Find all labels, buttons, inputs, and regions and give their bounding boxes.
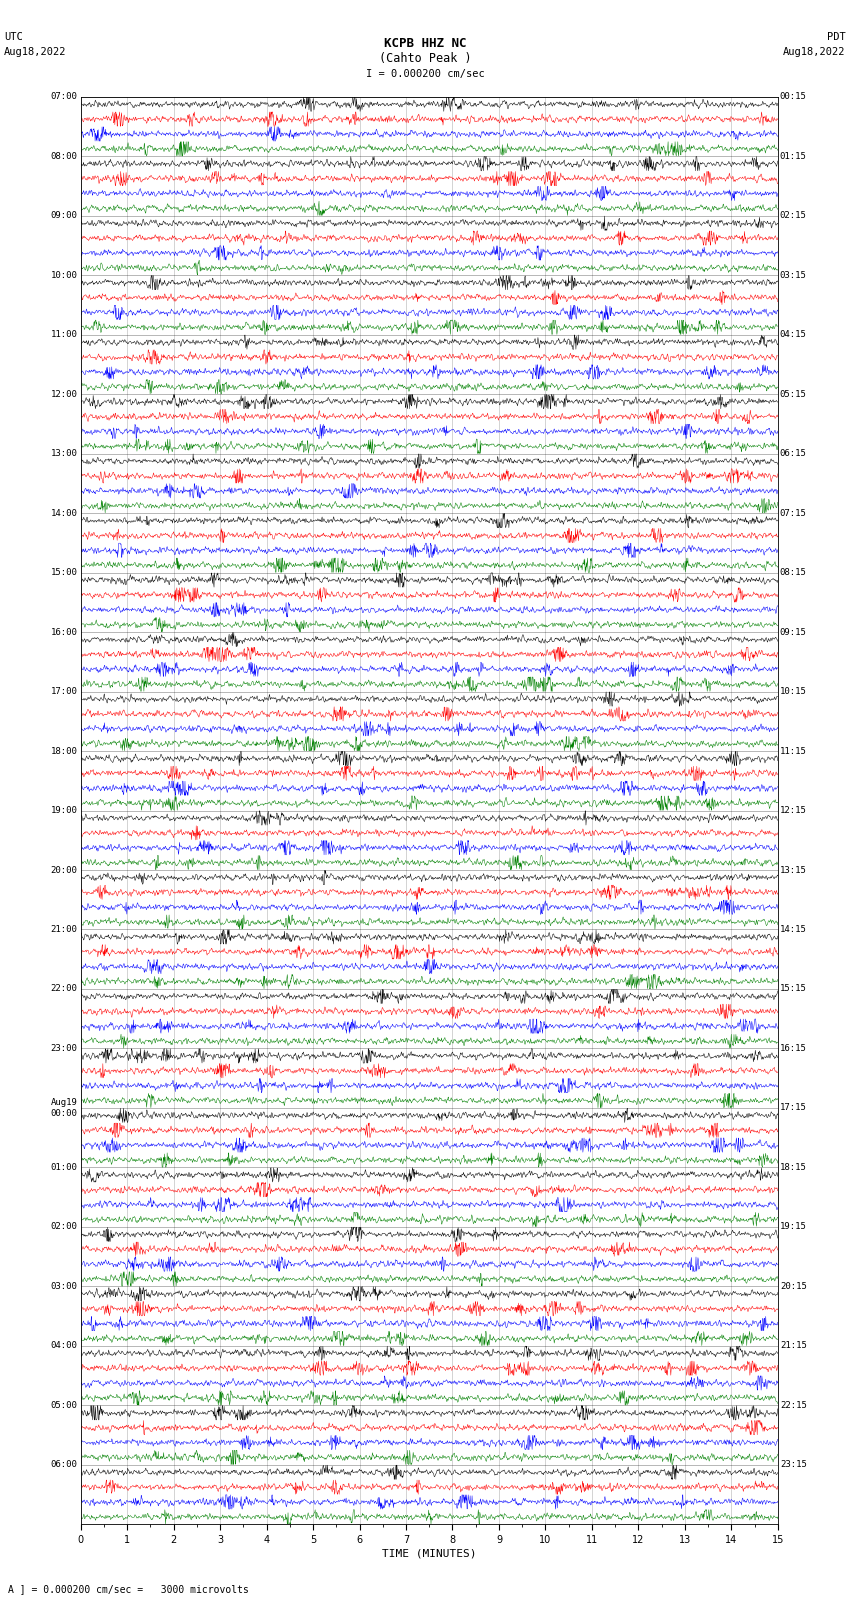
Text: 11:00: 11:00 bbox=[50, 331, 77, 339]
Text: 19:15: 19:15 bbox=[779, 1223, 807, 1231]
Text: 06:15: 06:15 bbox=[779, 448, 807, 458]
Text: 07:00: 07:00 bbox=[50, 92, 77, 102]
Text: Aug18,2022: Aug18,2022 bbox=[4, 47, 67, 56]
Text: 18:00: 18:00 bbox=[50, 747, 77, 755]
Text: Aug18,2022: Aug18,2022 bbox=[783, 47, 846, 56]
Text: 07:15: 07:15 bbox=[779, 508, 807, 518]
Text: 13:00: 13:00 bbox=[50, 448, 77, 458]
Text: 17:15: 17:15 bbox=[779, 1103, 807, 1113]
Text: 16:00: 16:00 bbox=[50, 627, 77, 637]
Text: KCPB HHZ NC: KCPB HHZ NC bbox=[383, 37, 467, 50]
Text: 14:15: 14:15 bbox=[779, 924, 807, 934]
Text: 02:00: 02:00 bbox=[50, 1223, 77, 1231]
Text: 10:15: 10:15 bbox=[779, 687, 807, 697]
Text: 01:15: 01:15 bbox=[779, 152, 807, 161]
Text: 23:00: 23:00 bbox=[50, 1044, 77, 1053]
Text: 12:00: 12:00 bbox=[50, 390, 77, 398]
Text: 11:15: 11:15 bbox=[779, 747, 807, 755]
Text: 15:15: 15:15 bbox=[779, 984, 807, 994]
Text: 04:00: 04:00 bbox=[50, 1342, 77, 1350]
Text: 04:15: 04:15 bbox=[779, 331, 807, 339]
Text: 20:15: 20:15 bbox=[779, 1282, 807, 1290]
Text: 14:00: 14:00 bbox=[50, 508, 77, 518]
Text: 19:00: 19:00 bbox=[50, 806, 77, 815]
Text: 17:00: 17:00 bbox=[50, 687, 77, 697]
X-axis label: TIME (MINUTES): TIME (MINUTES) bbox=[382, 1548, 477, 1558]
Text: PDT: PDT bbox=[827, 32, 846, 42]
Text: 16:15: 16:15 bbox=[779, 1044, 807, 1053]
Text: 03:15: 03:15 bbox=[779, 271, 807, 279]
Text: 22:15: 22:15 bbox=[779, 1400, 807, 1410]
Text: Aug19
00:00: Aug19 00:00 bbox=[50, 1098, 77, 1118]
Text: 22:00: 22:00 bbox=[50, 984, 77, 994]
Text: 08:15: 08:15 bbox=[779, 568, 807, 577]
Text: 18:15: 18:15 bbox=[779, 1163, 807, 1173]
Text: 00:15: 00:15 bbox=[779, 92, 807, 102]
Text: 12:15: 12:15 bbox=[779, 806, 807, 815]
Text: 05:15: 05:15 bbox=[779, 390, 807, 398]
Text: 23:15: 23:15 bbox=[779, 1460, 807, 1469]
Text: 21:00: 21:00 bbox=[50, 924, 77, 934]
Text: 21:15: 21:15 bbox=[779, 1342, 807, 1350]
Text: 03:00: 03:00 bbox=[50, 1282, 77, 1290]
Text: 01:00: 01:00 bbox=[50, 1163, 77, 1173]
Text: A ] = 0.000200 cm/sec =   3000 microvolts: A ] = 0.000200 cm/sec = 3000 microvolts bbox=[8, 1584, 249, 1594]
Text: 10:00: 10:00 bbox=[50, 271, 77, 279]
Text: 15:00: 15:00 bbox=[50, 568, 77, 577]
Text: 08:00: 08:00 bbox=[50, 152, 77, 161]
Text: UTC: UTC bbox=[4, 32, 23, 42]
Text: (Cahto Peak ): (Cahto Peak ) bbox=[379, 52, 471, 65]
Text: I = 0.000200 cm/sec: I = 0.000200 cm/sec bbox=[366, 69, 484, 79]
Text: 02:15: 02:15 bbox=[779, 211, 807, 221]
Text: 09:15: 09:15 bbox=[779, 627, 807, 637]
Text: 05:00: 05:00 bbox=[50, 1400, 77, 1410]
Text: 13:15: 13:15 bbox=[779, 866, 807, 874]
Text: 06:00: 06:00 bbox=[50, 1460, 77, 1469]
Text: 20:00: 20:00 bbox=[50, 866, 77, 874]
Text: 09:00: 09:00 bbox=[50, 211, 77, 221]
